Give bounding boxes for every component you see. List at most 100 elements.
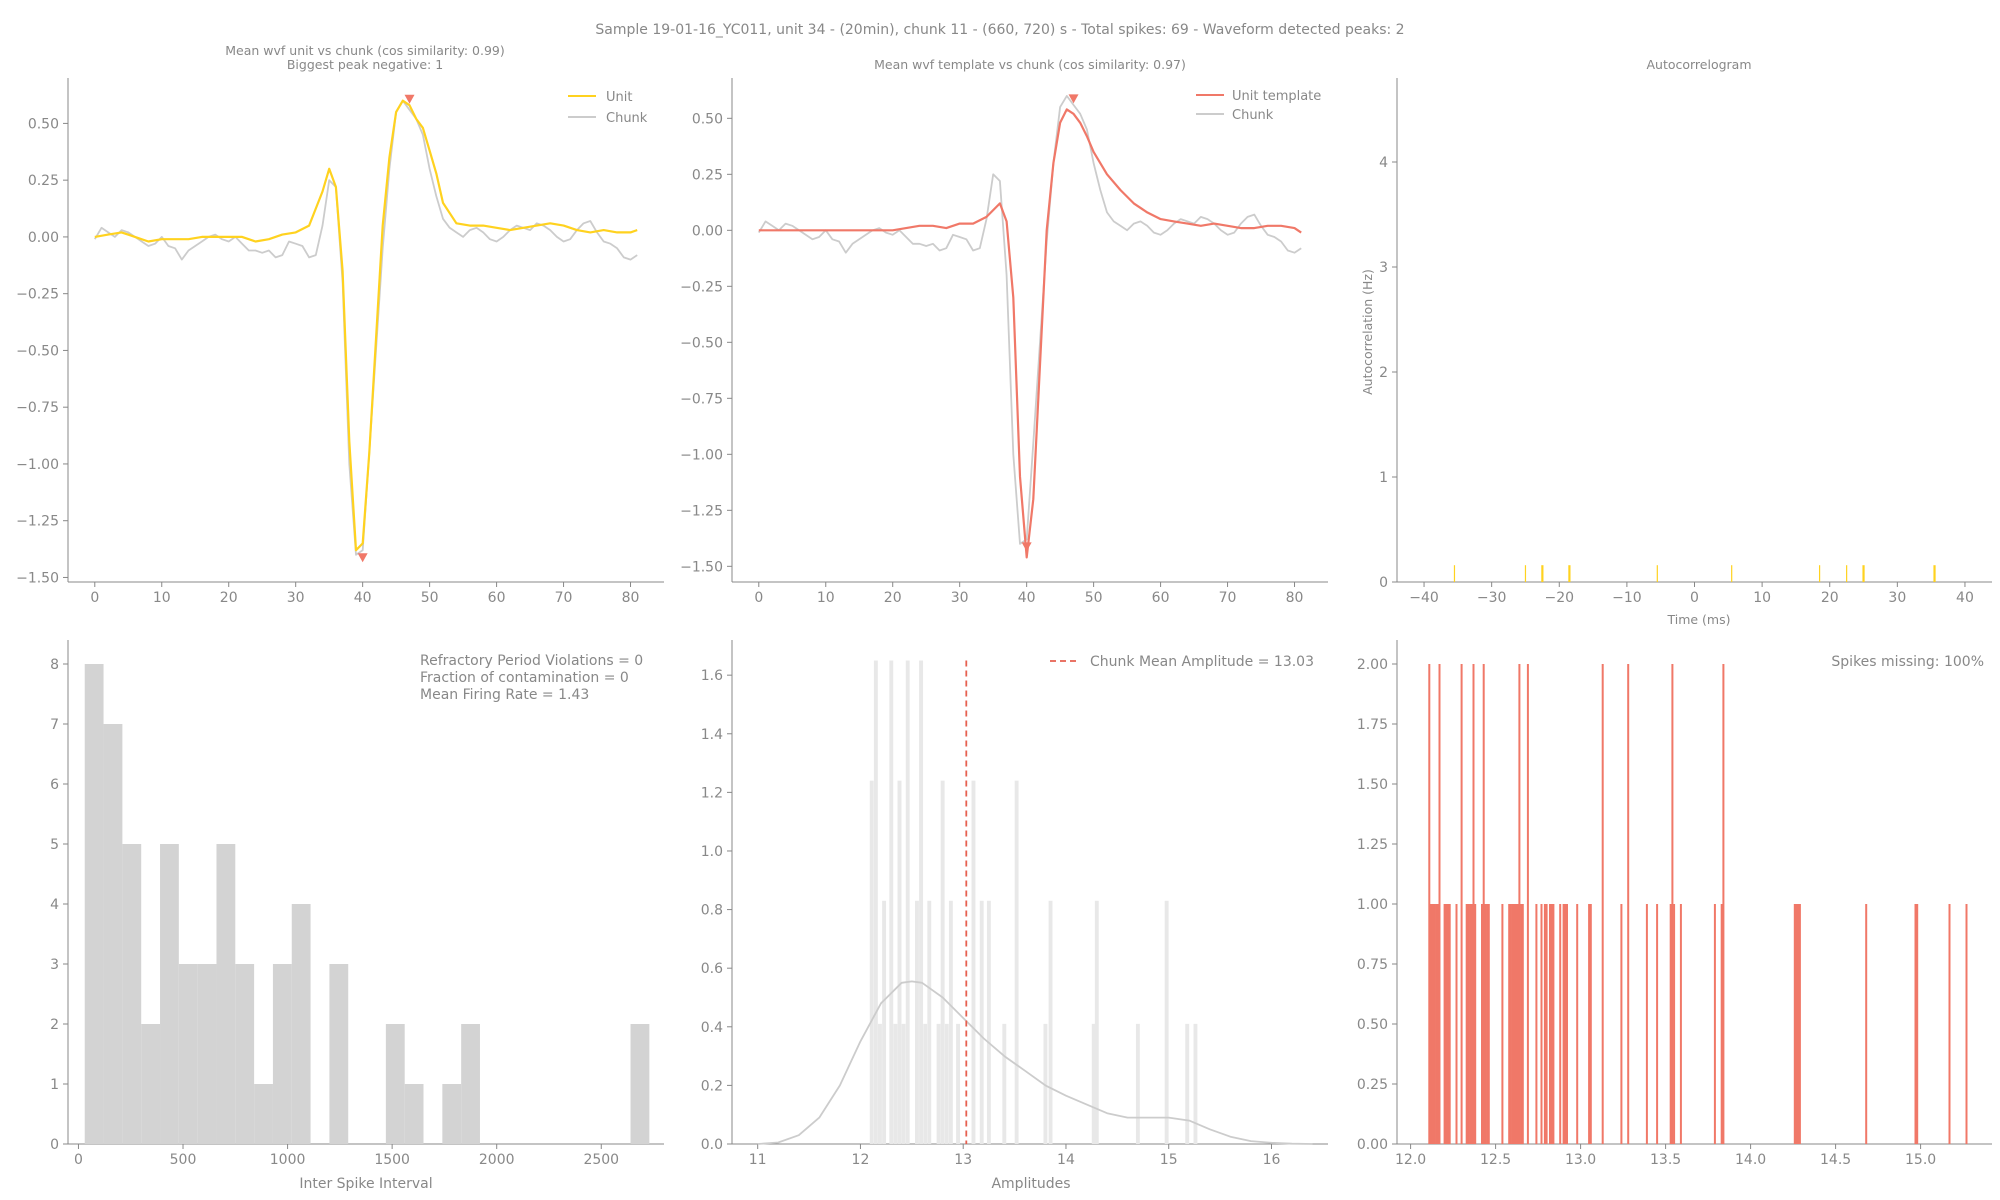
amplitude-bar — [1185, 1023, 1190, 1144]
panel-wvf-template-vs-chunk: Mean wvf template vs chunk (cos similari… — [680, 57, 1328, 606]
x-tick-label: 0 — [90, 590, 99, 606]
amplitude-bar — [873, 660, 878, 1144]
isi-bar — [216, 844, 236, 1144]
x-tick-label: 13.0 — [1565, 1152, 1596, 1168]
isi-bar — [630, 1024, 650, 1144]
spikes-missing-bar — [1656, 904, 1659, 1144]
x-tick-label: 13 — [954, 1152, 972, 1168]
isi-bar — [103, 724, 123, 1144]
y-tick-label: 3 — [50, 957, 59, 973]
spikes-missing-bar — [1795, 904, 1798, 1144]
spikes-missing-bar — [1438, 664, 1441, 1144]
y-tick-label: 1 — [1379, 470, 1388, 486]
y-tick-label: 2 — [50, 1017, 59, 1033]
panel1-plot: 0 10 20 30 40 50 60 70 80 −1.50 −1.25 −1.00 −0.75 −0.… — [16, 78, 664, 606]
x-tick-label: 50 — [421, 590, 439, 606]
y-tick-label: 0 — [1379, 575, 1388, 591]
isi-bar — [385, 1024, 405, 1144]
panel-spikes-missing: 12.0 12.5 13.0 13.5 14.0 14.5 15.0 0.00 0.25 0.50… — [1357, 640, 1992, 1168]
x-tick-label: 13.5 — [1650, 1152, 1681, 1168]
isi-bar — [329, 964, 349, 1144]
y-tick-label: 0.2 — [701, 1078, 723, 1094]
acg-bar — [1541, 565, 1544, 582]
x-tick-label: −10 — [1612, 590, 1642, 606]
spikes-missing-bar — [1515, 904, 1517, 1144]
spikes-missing-bar — [1518, 664, 1521, 1144]
isi-bar — [235, 964, 255, 1144]
spikes-missing-bar — [1430, 904, 1432, 1144]
spikes-missing-bar — [1428, 664, 1431, 1144]
x-tick-label: 80 — [622, 590, 640, 606]
x-tick-label: 30 — [951, 590, 969, 606]
acg-bar — [1656, 565, 1658, 582]
x-tick-label: 2500 — [583, 1152, 619, 1168]
y-tick-label: 0 — [50, 1137, 59, 1153]
isi-annotation-contamination: Fraction of contamination = 0 — [420, 670, 629, 686]
y-tick-label: 8 — [50, 657, 59, 673]
spikes-missing-bar — [1669, 904, 1672, 1144]
y-tick-label: 0.50 — [28, 116, 59, 132]
x-tick-label: 10 — [1753, 590, 1771, 606]
y-tick-label: −0.50 — [16, 343, 59, 359]
spikes-missing-bar — [1543, 904, 1546, 1144]
acg-bar — [1524, 565, 1527, 582]
spikes-missing-bar — [1645, 904, 1648, 1144]
panel1-title: Mean wvf unit vs chunk (cos similarity: … — [225, 43, 505, 58]
spikes-missing-bar — [1916, 904, 1919, 1144]
panel3-title: Autocorrelogram — [1646, 57, 1751, 72]
acg-bar — [1568, 565, 1571, 582]
x-tick-label: 1000 — [270, 1152, 306, 1168]
spikes-missing-bar — [1722, 664, 1725, 1144]
spikes-missing-bar — [1460, 664, 1463, 1144]
x-tick-label: 20 — [884, 590, 902, 606]
x-tick-label: 60 — [1152, 590, 1170, 606]
y-tick-label: 0.0 — [701, 1137, 723, 1153]
x-tick-label: 10 — [817, 590, 835, 606]
x-tick-label: 16 — [1263, 1152, 1281, 1168]
x-tick-label: 40 — [1956, 590, 1974, 606]
acg-bar — [1453, 565, 1456, 582]
amplitude-bar — [986, 900, 991, 1144]
amplitude-bar — [927, 900, 932, 1144]
panel5-xlabel: Amplitudes — [991, 1176, 1070, 1192]
spikes-missing-bar — [1540, 904, 1543, 1144]
amplitude-bar — [979, 900, 984, 1144]
spikes-missing-bar — [1521, 904, 1524, 1144]
y-tick-label: −0.75 — [16, 400, 59, 416]
y-tick-label: −1.25 — [16, 514, 59, 530]
panel-amplitudes: 11 12 13 14 15 160.00.20.40.60.81.01.21.41.6 … — [701, 640, 1328, 1192]
legend-mean-amplitude-label: Chunk Mean Amplitude = 13.03 — [1090, 654, 1314, 670]
spikes-missing-bar — [1433, 904, 1436, 1144]
x-tick-label: 70 — [555, 590, 573, 606]
figure-suptitle: Sample 19-01-16_YC011, unit 34 - (20min)… — [595, 22, 1404, 38]
x-tick-label: −30 — [1477, 590, 1507, 606]
spikes-missing-bar — [1545, 904, 1548, 1144]
isi-bar — [84, 664, 104, 1144]
panel6-plot: 12.0 12.5 13.0 13.5 14.0 14.5 15.0 0.00 0.25 0.50… — [1357, 640, 1992, 1168]
spikes-missing-bar — [1508, 904, 1511, 1144]
isi-annotation-firing-rate: Mean Firing Rate = 1.43 — [420, 687, 589, 703]
x-tick-label: 1500 — [374, 1152, 410, 1168]
x-tick-label: 12 — [852, 1152, 870, 1168]
spikes-missing-bar — [1486, 904, 1489, 1144]
amplitude-bar — [1043, 1023, 1048, 1144]
panel-autocorrelogram: Autocorrelogram −40 −30 −20 −10 0 10 20 30 40 0 1 2… — [1360, 57, 1992, 627]
amplitude-bar — [1135, 1023, 1140, 1144]
x-tick-label: 0 — [1690, 590, 1699, 606]
amplitude-bar — [1048, 900, 1053, 1144]
panel2-plot: 0 10 20 30 40 50 60 70 80 −1.50 −1.25 −1.00 −0.75 −0.… — [680, 78, 1328, 606]
x-tick-label: 12.5 — [1480, 1152, 1511, 1168]
spikes-missing-bar — [1589, 904, 1592, 1144]
y-tick-label: 5 — [50, 837, 59, 853]
spikes-missing-bar — [1713, 904, 1716, 1144]
x-tick-label: −40 — [1409, 590, 1439, 606]
y-tick-label: 1.50 — [1357, 777, 1388, 793]
y-tick-label: 0.00 — [1357, 1137, 1388, 1153]
y-tick-label: −0.25 — [16, 287, 59, 303]
acg-bar — [1846, 565, 1848, 582]
isi-bar — [160, 844, 179, 1144]
series-line-unit — [94, 99, 638, 552]
spikes-missing-bar — [1671, 664, 1674, 1144]
panel3-ylabel: Autocorrelation (Hz) — [1360, 269, 1375, 395]
x-tick-label: 0 — [74, 1152, 83, 1168]
